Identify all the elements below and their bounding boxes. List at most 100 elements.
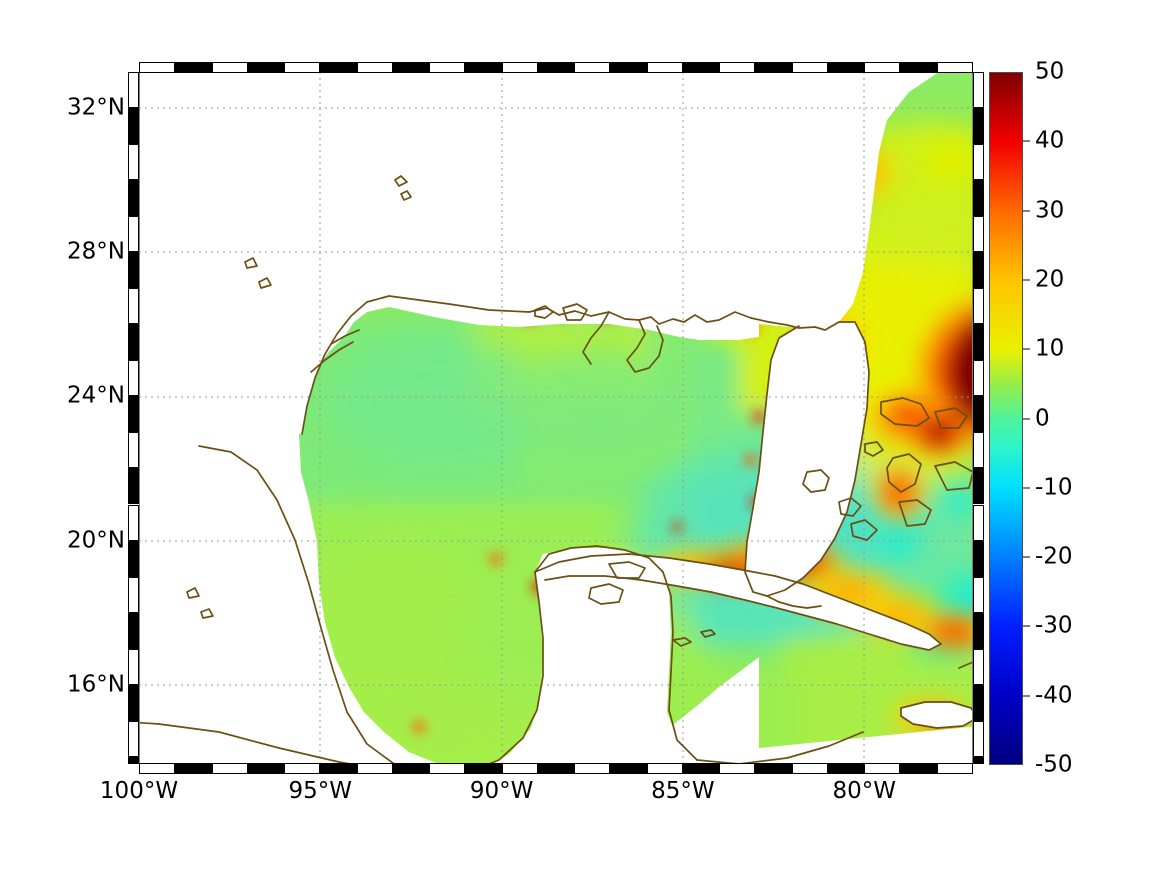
map-border-segment <box>900 763 937 774</box>
map-border-segment <box>128 648 139 685</box>
colorbar-tick-label: -10 <box>1035 474 1073 501</box>
colorbar-gradient <box>990 73 1022 764</box>
map-border-segment <box>139 763 176 774</box>
map-border-segment <box>128 684 139 721</box>
map-border-segment <box>128 180 139 217</box>
map-border-segment <box>682 763 720 774</box>
colorbar-tick-label: -50 <box>1035 751 1073 778</box>
map-border-segment <box>128 720 139 757</box>
colorbar-tick-mark <box>1023 210 1030 212</box>
map-border-segment <box>128 540 139 577</box>
map-border-segment <box>973 468 984 505</box>
colorbar-tick-mark <box>1023 625 1030 627</box>
map-border-segment <box>175 763 212 774</box>
colorbar-tick-mark <box>1023 348 1030 350</box>
map-border-segment <box>973 252 984 289</box>
map-border-segment <box>719 763 756 774</box>
map-border-segment <box>864 763 901 774</box>
x-tick-label: 95°W <box>288 778 353 804</box>
y-tick-label: 32°N <box>67 94 125 121</box>
map-border-segment <box>501 763 538 774</box>
colorbar-tick-label: 0 <box>1035 405 1050 431</box>
map-border-segment <box>128 468 139 505</box>
map-border-segment <box>128 432 139 469</box>
map-border-segment <box>973 360 984 397</box>
colorbar-tick-mark <box>1023 279 1030 281</box>
map-border-segment <box>973 108 984 145</box>
map-border-segment <box>973 576 984 613</box>
map-border-segment <box>128 756 139 764</box>
colorbar-tick-label: -30 <box>1035 612 1073 639</box>
map-border-segment <box>827 763 865 774</box>
x-tick-label: 85°W <box>651 778 715 804</box>
map-border-segment <box>973 756 984 764</box>
map-border-segment <box>429 763 466 774</box>
map-border-bottom <box>139 763 973 774</box>
colorbar-tick-mark <box>1023 140 1030 142</box>
map-border-segment <box>610 763 647 774</box>
map-border-segment <box>973 504 984 541</box>
map-border-segment <box>128 144 139 181</box>
map-border-segment <box>973 720 984 757</box>
map-axes[interactable] <box>139 72 973 764</box>
colorbar-tick-label: 10 <box>1035 335 1065 362</box>
map-border-segment <box>211 763 248 774</box>
colorbar-tick-mark <box>1023 695 1030 697</box>
map-border-segment <box>128 504 139 541</box>
colorbar-tick-mark <box>1023 487 1030 489</box>
map-border-left <box>128 72 139 764</box>
colorbar-tick-label: 20 <box>1035 266 1065 293</box>
y-tick-label: 24°N <box>67 382 125 409</box>
graticule-layer <box>139 72 973 764</box>
map-border-segment <box>973 684 984 721</box>
map-border-segment <box>973 432 984 469</box>
colorbar-tick-label: -20 <box>1035 543 1073 570</box>
map-border-segment <box>755 763 792 774</box>
map-border-segment <box>936 763 973 774</box>
map-data-area <box>139 72 973 764</box>
map-field-svg <box>139 72 973 764</box>
map-border-segment <box>973 324 984 361</box>
map-border-segment <box>574 763 611 774</box>
colorbar-tick-label: 40 <box>1035 127 1065 154</box>
colorbar-tick-label: -40 <box>1035 682 1073 709</box>
map-border-segment <box>247 763 285 774</box>
x-tick-label: 100°W <box>99 778 179 804</box>
x-tick-label: 80°W <box>832 778 896 804</box>
map-border-segment <box>973 144 984 181</box>
map-border-segment <box>356 763 393 774</box>
map-border-segment <box>973 396 984 433</box>
map-border-segment <box>128 360 139 397</box>
colorbar-tick-label: 50 <box>1035 58 1065 85</box>
map-border-segment <box>284 763 321 774</box>
map-border-segment <box>646 763 683 774</box>
coastline-layer <box>139 175 973 764</box>
map-border-segment <box>973 612 984 649</box>
map-border-segment <box>128 108 139 145</box>
map-border-segment <box>973 540 984 577</box>
colorbar-tick-mark <box>1023 556 1030 558</box>
colorbar-tick-mark <box>1023 418 1030 419</box>
map-border-segment <box>973 648 984 685</box>
map-border-segment <box>128 216 139 253</box>
map-border-segment <box>791 763 828 774</box>
y-tick-label: 28°N <box>67 238 125 265</box>
map-border-segment <box>128 324 139 361</box>
y-tick-label: 16°N <box>67 671 125 698</box>
x-tick-label: 90°W <box>469 778 534 804</box>
map-border-right <box>973 72 984 764</box>
colorbar[interactable] <box>989 72 1023 765</box>
map-border-segment <box>320 763 357 774</box>
map-border-segment <box>973 288 984 325</box>
map-border-segment <box>128 252 139 289</box>
map-border-segment <box>392 763 430 774</box>
map-border-segment <box>128 72 139 109</box>
map-border-segment <box>537 763 575 774</box>
map-border-segment <box>465 763 502 774</box>
map-border-segment <box>128 288 139 325</box>
map-border-segment <box>973 180 984 217</box>
map-border-segment <box>973 72 984 109</box>
map-border-segment <box>128 396 139 433</box>
map-border-segment <box>973 216 984 253</box>
